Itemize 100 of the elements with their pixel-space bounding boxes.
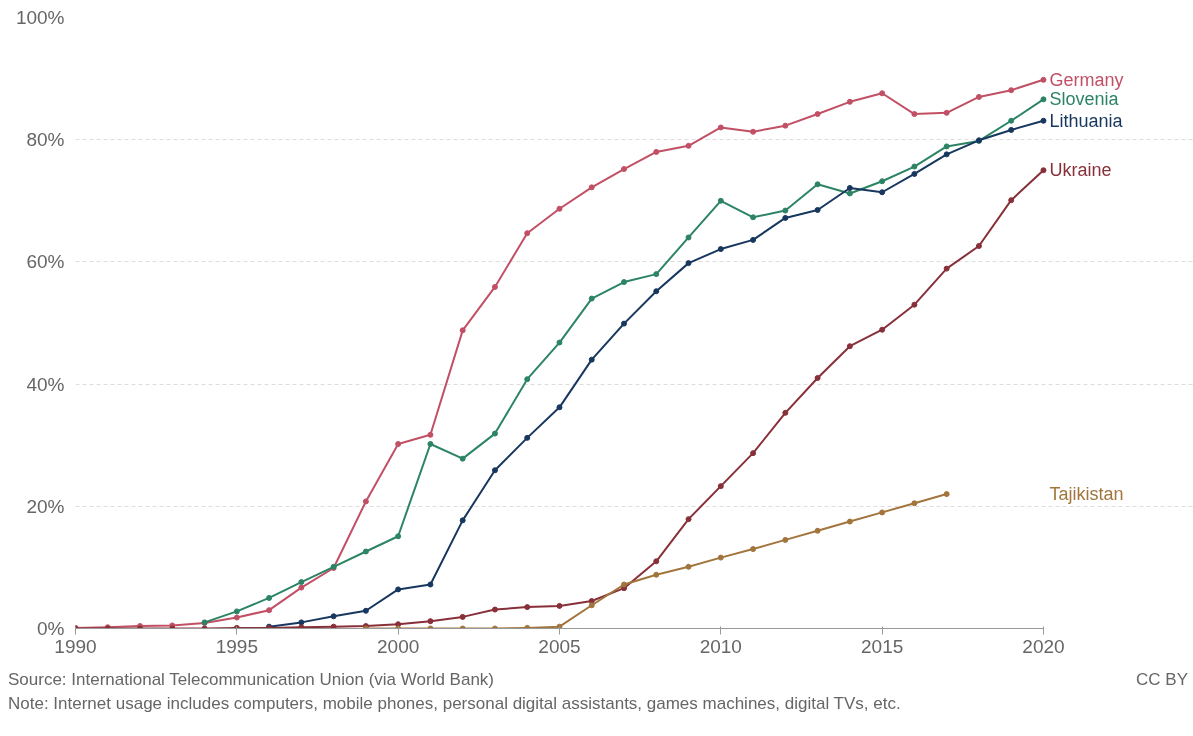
point: [266, 607, 273, 614]
point: [298, 619, 305, 626]
point: [621, 166, 628, 173]
x-tick-label: 2015: [861, 635, 904, 657]
point: [685, 563, 692, 570]
point: [556, 404, 563, 411]
series-label: Slovenia: [1049, 89, 1120, 110]
point: [717, 483, 724, 490]
point: [653, 288, 660, 295]
point: [233, 614, 240, 621]
point: [1040, 167, 1047, 174]
point: [846, 190, 853, 197]
point: [1040, 117, 1047, 124]
point: [524, 376, 531, 383]
point: [879, 326, 886, 333]
y-tick-label: 20%: [26, 495, 65, 517]
y-tick-label: 40%: [26, 373, 65, 395]
point: [943, 143, 950, 150]
x-tick-label: 2020: [1022, 635, 1065, 657]
point: [750, 236, 757, 243]
point: [621, 320, 628, 327]
point: [588, 184, 595, 191]
point: [362, 607, 369, 614]
point: [459, 517, 466, 524]
point: [491, 467, 498, 474]
point: [685, 260, 692, 267]
point: [395, 440, 402, 447]
point: [298, 579, 305, 586]
point: [395, 621, 402, 628]
point: [395, 533, 402, 540]
point: [556, 339, 563, 346]
y-tick-label: 60%: [26, 251, 65, 273]
point: [685, 516, 692, 523]
point: [814, 111, 821, 118]
point: [975, 93, 982, 100]
point: [879, 509, 886, 516]
point: [1008, 126, 1015, 133]
series-label: Germany: [1049, 69, 1124, 90]
point: [846, 518, 853, 525]
point: [427, 431, 434, 438]
point: [879, 178, 886, 185]
point: [524, 230, 531, 237]
x-tick-label: 2010: [699, 635, 742, 657]
point: [588, 356, 595, 363]
point: [750, 214, 757, 221]
point: [943, 265, 950, 272]
point: [556, 602, 563, 609]
point: [685, 234, 692, 241]
point: [298, 584, 305, 591]
point: [911, 301, 918, 308]
point: [621, 581, 628, 588]
point: [362, 498, 369, 505]
point: [685, 142, 692, 149]
point: [975, 243, 982, 250]
point: [846, 343, 853, 350]
point: [911, 500, 918, 507]
point: [814, 527, 821, 534]
point: [556, 623, 563, 629]
point: [879, 189, 886, 196]
point: [330, 623, 337, 629]
x-tick-label: 1995: [215, 635, 258, 657]
point: [943, 151, 950, 158]
point: [943, 491, 950, 498]
point: [782, 122, 789, 129]
point: [814, 206, 821, 213]
point: [782, 409, 789, 416]
point: [750, 546, 757, 553]
point: [362, 548, 369, 555]
point: [911, 111, 918, 118]
point: [653, 148, 660, 155]
point: [459, 613, 466, 620]
point: [750, 128, 757, 135]
point: [846, 98, 853, 105]
point: [814, 374, 821, 381]
point: [1008, 117, 1015, 124]
point: [233, 608, 240, 615]
point: [459, 455, 466, 462]
point: [653, 558, 660, 565]
point: [395, 586, 402, 593]
y-tick-label: 100%: [15, 7, 65, 28]
point: [491, 606, 498, 613]
series-label: Ukraine: [1049, 160, 1112, 181]
point: [588, 602, 595, 609]
x-tick-label: 2000: [377, 635, 420, 657]
point: [717, 124, 724, 131]
source-note: Source: International Telecommunication Union (via World Bank): [8, 669, 495, 691]
point: [653, 271, 660, 278]
point: [427, 618, 434, 625]
point: [911, 170, 918, 177]
point: [266, 594, 273, 601]
point: [330, 613, 337, 620]
point: [717, 554, 724, 561]
point: [524, 604, 531, 611]
point: [491, 283, 498, 290]
point: [459, 327, 466, 334]
point: [782, 536, 789, 543]
point: [1040, 96, 1047, 103]
point: [911, 163, 918, 170]
point: [750, 450, 757, 457]
x-tick-label: 2005: [538, 635, 581, 657]
